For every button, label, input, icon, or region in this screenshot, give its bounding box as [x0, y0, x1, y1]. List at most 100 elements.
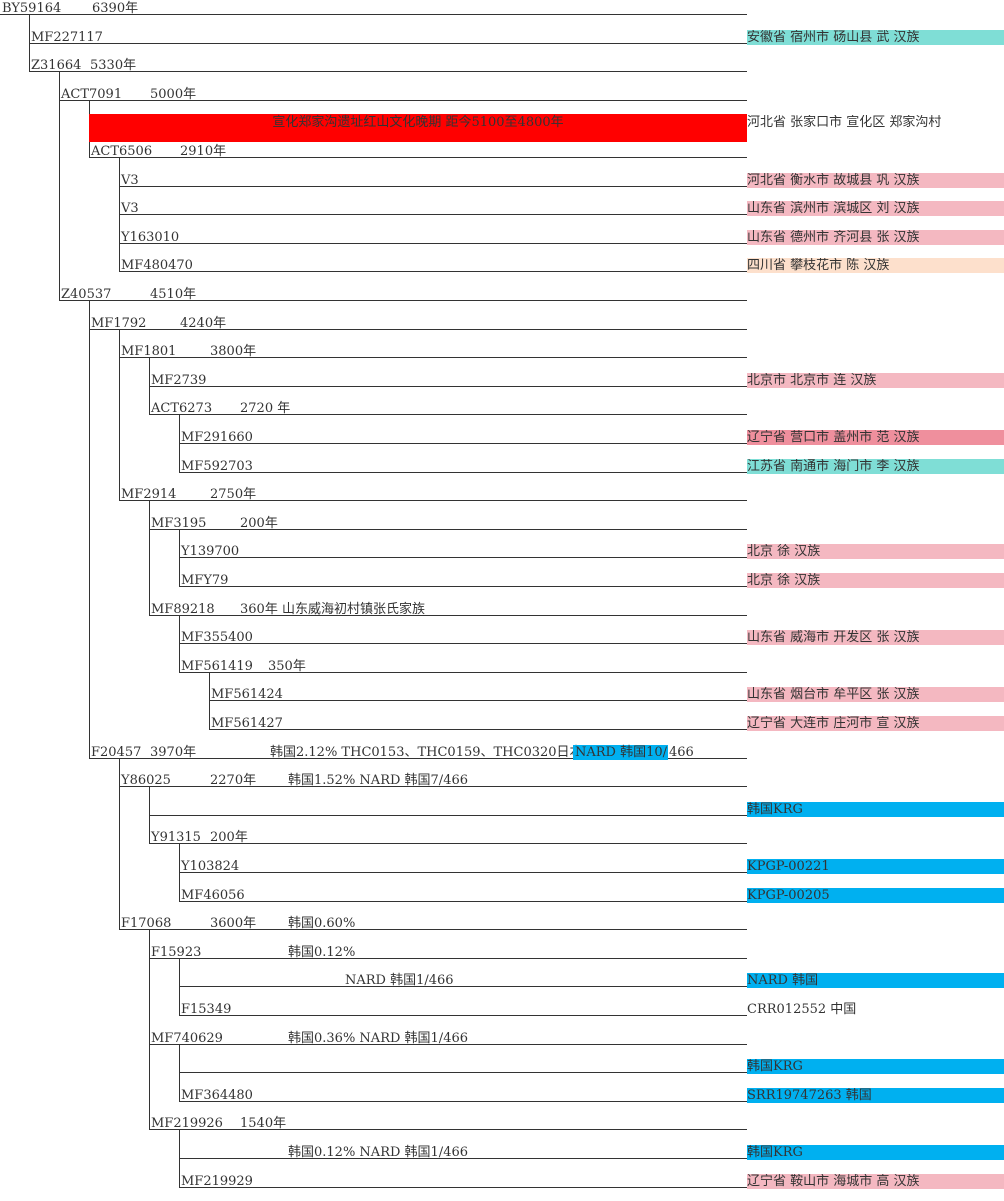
- node-label: F17068: [121, 916, 172, 932]
- tree-row: F15349 CRR012552 中国: [0, 1001, 1004, 1029]
- node-label: Z40537: [61, 287, 112, 302]
- sample-location: CRR012552 中国: [747, 1002, 857, 1017]
- node-age: 3970年: [150, 744, 197, 760]
- node-label: MF561427: [211, 716, 283, 731]
- node-label: MF561419: [181, 658, 253, 674]
- tree-connector: [149, 929, 150, 1130]
- node-note: 韩国0.36% NARD 韩国1/466: [288, 1030, 469, 1046]
- tree-connector: [179, 843, 180, 901]
- tree-branch-line: [179, 471, 747, 473]
- node-age: 5000年: [150, 86, 197, 102]
- tree-row: MF89218 360年 山东威海初村镇张氏家族: [0, 601, 1004, 629]
- sample-location: 山东省 烟台市 牟平区 张 汉族: [747, 687, 1004, 703]
- tree-branch-line: [29, 42, 747, 44]
- tree-row: MF227117 安徽省 宿州市 砀山县 武 汉族: [0, 29, 1004, 57]
- culture-highlight-bar: 宣化郑家沟遗址红山文化晚期 距今5100至4800年: [89, 114, 747, 143]
- tree-connector: [119, 328, 120, 501]
- tree-row: Y103824 KPGP-00221: [0, 858, 1004, 886]
- tree-branch-line: [179, 443, 747, 444]
- tree-branch-line: [0, 14, 747, 15]
- tree-branch-line: [119, 357, 747, 359]
- tree-branch-line: [89, 328, 747, 330]
- node-note: NARD 韩国1/466: [345, 973, 454, 989]
- sample-location: 韩国KRG: [747, 801, 1004, 817]
- tree-row: 韩国KRG: [0, 1058, 1004, 1086]
- tree-connector: [149, 786, 150, 844]
- tree-row: MF561424 山东省 烟台市 牟平区 张 汉族: [0, 686, 1004, 714]
- tree-branch-line: [179, 586, 747, 587]
- tree-row: MF2914 2750年: [0, 486, 1004, 514]
- node-age: 2720 年: [240, 401, 291, 417]
- node-label: MF291660: [181, 430, 253, 445]
- node-label: MF1792: [91, 315, 147, 331]
- node-label: Y163010: [121, 229, 180, 245]
- node-age: 4240年: [180, 315, 227, 331]
- tree-row: Z31664 5330年: [0, 57, 1004, 85]
- node-label: ACT6506: [91, 144, 153, 159]
- tree-branch-line: [89, 757, 747, 759]
- node-label: F15349: [181, 1002, 232, 1017]
- tree-branch-line: [119, 271, 747, 273]
- node-label: Y103824: [181, 859, 240, 874]
- node-age: 5330年: [90, 58, 137, 74]
- tree-branch-line: [119, 500, 747, 502]
- node-age: 3800年: [210, 344, 257, 360]
- node-age: 6390年: [92, 1, 139, 16]
- tree-row: 韩国0.12% NARD 韩国1/466 韩国KRG: [0, 1144, 1004, 1172]
- node-age: 1540年: [240, 1116, 287, 1132]
- node-label: MF364480: [181, 1087, 253, 1103]
- node-note: 韩国2.12% THC0153、THC0159、THC0320日本: [270, 744, 583, 760]
- tree-branch-line: [149, 385, 747, 387]
- node-label: V3: [121, 201, 139, 217]
- tree-row: NARD 韩国1/466 NARD 韩国: [0, 972, 1004, 1000]
- tree-branch-line: [179, 643, 747, 645]
- sample-location: 韩国KRG: [747, 1145, 1004, 1160]
- node-label: MF1801: [121, 344, 177, 360]
- tree-branch-line: [209, 729, 747, 730]
- nard-highlight-text: NARD 韩国10/: [575, 744, 668, 760]
- node-label: MF592703: [181, 458, 253, 474]
- node-label: Y139700: [181, 544, 240, 560]
- node-age: 360年 山东威海初村镇张氏家族: [240, 601, 425, 617]
- culture-highlight-text: 宣化郑家沟遗址红山文化晚期 距今5100至4800年: [272, 115, 564, 131]
- tree-branch-line: [179, 1158, 747, 1159]
- tree-row: MF592703 江苏省 南通市 海门市 李 汉族: [0, 458, 1004, 486]
- tree-branch-line: [149, 957, 747, 959]
- sample-location: 北京市 北京市 连 汉族: [747, 372, 1004, 388]
- node-label: MF219926: [151, 1116, 223, 1132]
- node-note: 韩国0.12% NARD 韩国1/466: [288, 1145, 469, 1160]
- tree-row: F15923 韩国0.12%: [0, 944, 1004, 972]
- node-label: MF46056: [181, 887, 245, 903]
- nard-highlight: [573, 744, 668, 760]
- sample-location: 韩国KRG: [747, 1059, 1004, 1075]
- tree-branch-line: [119, 185, 747, 187]
- tree-branch-line: [179, 872, 747, 873]
- node-label: MF89218: [151, 601, 215, 617]
- tree-row: MF355400 山东省 威海市 开发区 张 汉族: [0, 629, 1004, 657]
- node-label: Y91315: [151, 830, 201, 846]
- node-age: 200年: [210, 830, 248, 846]
- node-label: MF219929: [181, 1173, 253, 1189]
- tree-row: MF561419 350年: [0, 658, 1004, 686]
- tree-branch-line: [179, 1072, 747, 1074]
- sample-location: 四川省 攀枝花市 陈 汉族: [747, 258, 1004, 274]
- node-age: 2750年: [210, 487, 257, 503]
- tree-connector: [119, 757, 120, 930]
- sample-location: 北京 徐 汉族: [747, 573, 1004, 588]
- sample-location: 北京 徐 汉族: [747, 544, 1004, 560]
- sample-location: KPGP-00221: [747, 859, 1004, 874]
- tree-row: V3 河北省 衡水市 故城县 巩 汉族: [0, 172, 1004, 200]
- node-label: MF355400: [181, 630, 253, 646]
- tree-row: MF480470 四川省 攀枝花市 陈 汉族: [0, 257, 1004, 285]
- node-label: BY59164: [2, 1, 62, 16]
- sample-location: NARD 韩国: [747, 973, 1004, 989]
- tree-branch-line: [179, 900, 747, 902]
- tree-row: MF219929 辽宁省 鞍山市 海城市 高 汉族: [0, 1173, 1004, 1201]
- tree-branch-line: [149, 414, 747, 416]
- tree-branch-line: [119, 786, 747, 788]
- tree-row: Z40537 4510年: [0, 286, 1004, 314]
- tree-branch-line: [59, 300, 747, 301]
- tree-row: MF364480 SRR19747263 韩国: [0, 1087, 1004, 1115]
- sample-location: 辽宁省 大连市 庄河市 宣 汉族: [747, 716, 1004, 731]
